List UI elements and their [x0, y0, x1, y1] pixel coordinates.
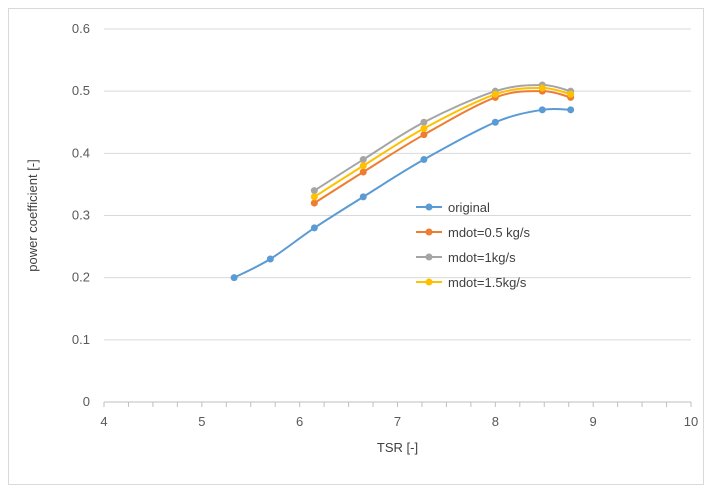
data-point — [230, 274, 238, 282]
legend-entry-label: mdot=0.5 kg/s — [448, 225, 531, 240]
data-point — [359, 162, 367, 170]
data-point — [310, 193, 318, 201]
data-point — [420, 131, 428, 139]
legend-swatch-marker — [425, 278, 433, 286]
y-tick-label: 0.1 — [72, 332, 90, 347]
series-line — [313, 90, 571, 204]
series-1 — [310, 87, 575, 207]
series-line — [313, 87, 571, 198]
data-point — [491, 118, 499, 126]
x-tick-label: 7 — [394, 414, 401, 429]
y-axis-title: power coefficient [-] — [25, 159, 40, 271]
legend-entry-label: mdot=1.5kg/s — [448, 275, 527, 290]
series-2 — [310, 81, 575, 195]
y-tick-label: 0.5 — [72, 83, 90, 98]
data-point — [266, 255, 274, 263]
data-point — [567, 90, 575, 98]
chart-frame — [8, 8, 704, 485]
data-point — [420, 118, 428, 126]
data-point — [420, 124, 428, 132]
series-group — [230, 81, 575, 282]
data-point — [420, 156, 428, 164]
x-tick-label: 9 — [590, 414, 597, 429]
x-axis-title: TSR [-] — [377, 440, 418, 455]
legend-swatch-marker — [425, 203, 433, 211]
x-tick-label: 8 — [492, 414, 499, 429]
y-tick-label: 0 — [83, 394, 90, 409]
x-tick-label: 6 — [296, 414, 303, 429]
data-point — [359, 156, 367, 164]
data-point — [538, 106, 546, 114]
x-tick-label: 5 — [198, 414, 205, 429]
legend-entry-label: mdot=1kg/s — [448, 250, 516, 265]
series-line — [233, 107, 571, 279]
data-point — [310, 224, 318, 232]
data-point — [359, 193, 367, 201]
x-tick-label: 10 — [684, 414, 698, 429]
legend-swatch-marker — [425, 228, 433, 236]
y-tick-label: 0.4 — [72, 145, 90, 160]
legend-swatch-marker — [425, 253, 433, 261]
gridlines — [104, 28, 691, 341]
legend: original mdot=0.5 kg/s mdot=1kg/s mdot=1.5k… — [416, 200, 531, 290]
data-point — [310, 187, 318, 195]
data-point — [310, 199, 318, 207]
y-tick-label: 0.6 — [72, 21, 90, 36]
data-point — [359, 168, 367, 176]
data-point — [538, 84, 546, 92]
series-0 — [230, 106, 575, 282]
data-point — [567, 106, 575, 114]
data-point — [491, 90, 499, 98]
y-tick-label: 0.3 — [72, 208, 90, 223]
y-tick-label: 0.2 — [72, 270, 90, 285]
axes: 0 0.1 0.2 0.3 0.4 0.5 0.6 4 5 6 7 8 9 10 — [72, 21, 698, 429]
x-tick-label: 4 — [100, 414, 107, 429]
series-3 — [310, 84, 575, 201]
series-line — [313, 83, 571, 192]
legend-entry-label: original — [448, 200, 490, 215]
